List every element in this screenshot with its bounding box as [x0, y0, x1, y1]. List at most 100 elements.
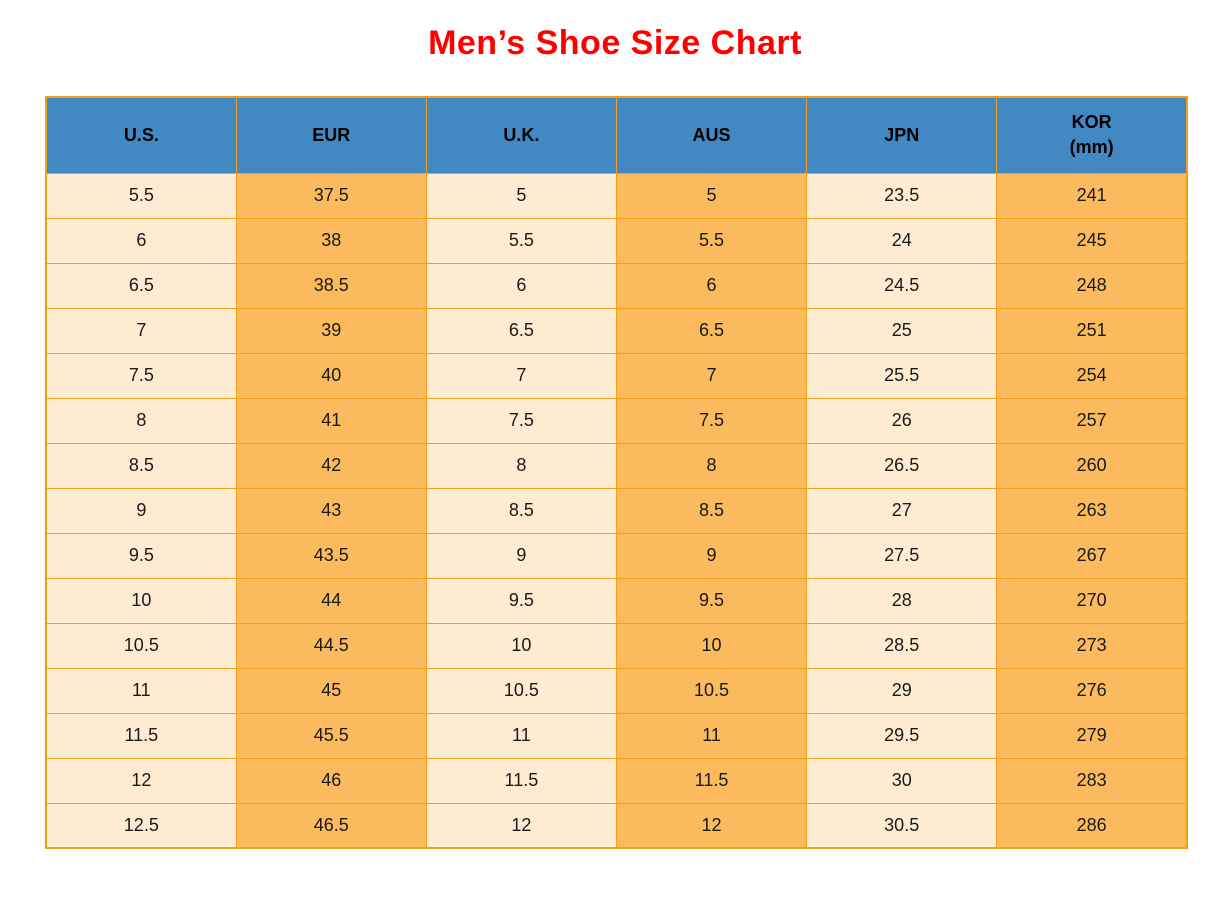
cell: 11: [615, 712, 808, 759]
table-header: U.S. EUR U.K. AUS JPN KOR (mm): [45, 96, 1188, 174]
cell: 44: [235, 577, 427, 624]
cell: 28.5: [806, 622, 998, 669]
cell: 44.5: [235, 622, 427, 669]
cell: 23.5: [806, 172, 998, 219]
cell: 25.5: [806, 352, 998, 399]
cell: 6.5: [615, 307, 808, 354]
cell: 39: [235, 307, 427, 354]
column-header-us: U.S.: [45, 96, 237, 174]
cell: 29: [806, 667, 998, 714]
cell: 8: [615, 442, 808, 489]
cell: 7.5: [425, 397, 617, 444]
cell: 43: [235, 487, 427, 534]
cell: 26.5: [806, 442, 998, 489]
cell: 9.5: [425, 577, 617, 624]
cell: 263: [996, 487, 1188, 534]
cell: 11: [425, 712, 617, 759]
cell: 9: [615, 532, 808, 579]
shoe-size-table: U.S. EUR U.K. AUS JPN KOR (mm) 5.5 37.5 5 5 23.5 24…: [45, 96, 1188, 849]
cell: 12: [425, 802, 617, 849]
cell: 254: [996, 352, 1188, 399]
cell: 267: [996, 532, 1188, 579]
cell: 241: [996, 172, 1188, 219]
cell: 10: [615, 622, 808, 669]
table-row: 7.5 40 7 7 25.5 254: [45, 352, 1188, 399]
column-header-sublabel: (mm): [1069, 137, 1114, 158]
cell: 43.5: [235, 532, 427, 579]
column-header-label: AUS: [692, 124, 731, 145]
cell: 38: [235, 217, 427, 264]
table-body: 5.5 37.5 5 5 23.5 241 6 38 5.5 5.5 24 245 6.5 38.5 6 6 2…: [45, 172, 1188, 849]
table-row: 10 44 9.5 9.5 28 270: [45, 577, 1188, 624]
cell: 30.5: [806, 802, 998, 849]
table-row: 6.5 38.5 6 6 24.5 248: [45, 262, 1188, 309]
cell: 8: [425, 442, 617, 489]
cell: 5: [615, 172, 808, 219]
page-title: Men’s Shoe Size Chart: [428, 24, 802, 62]
table-row: 9 43 8.5 8.5 27 263: [45, 487, 1188, 534]
cell: 5: [425, 172, 617, 219]
cell: 37.5: [235, 172, 427, 219]
cell: 7: [45, 307, 237, 354]
cell: 6.5: [45, 262, 237, 309]
cell: 6.5: [425, 307, 617, 354]
cell: 276: [996, 667, 1188, 714]
cell: 8.5: [45, 442, 237, 489]
cell: 10.5: [615, 667, 808, 714]
table-row: 8.5 42 8 8 26.5 260: [45, 442, 1188, 489]
cell: 9.5: [45, 532, 237, 579]
cell: 46: [235, 757, 427, 804]
cell: 7.5: [45, 352, 237, 399]
cell: 9: [425, 532, 617, 579]
cell: 11: [45, 667, 237, 714]
cell: 11.5: [425, 757, 617, 804]
table-row: 12.5 46.5 12 12 30.5 286: [45, 802, 1188, 849]
cell: 12: [45, 757, 237, 804]
cell: 30: [806, 757, 998, 804]
cell: 257: [996, 397, 1188, 444]
cell: 11.5: [45, 712, 237, 759]
cell: 7: [615, 352, 808, 399]
column-header-aus: AUS: [615, 96, 808, 174]
cell: 5.5: [425, 217, 617, 264]
column-header-uk: U.K.: [425, 96, 617, 174]
cell: 28: [806, 577, 998, 624]
table-row: 5.5 37.5 5 5 23.5 241: [45, 172, 1188, 219]
cell: 10: [425, 622, 617, 669]
cell: 27.5: [806, 532, 998, 579]
table-row: 11 45 10.5 10.5 29 276: [45, 667, 1188, 714]
cell: 9.5: [615, 577, 808, 624]
cell: 8.5: [615, 487, 808, 534]
cell: 5.5: [45, 172, 237, 219]
cell: 10.5: [45, 622, 237, 669]
cell: 286: [996, 802, 1188, 849]
cell: 9: [45, 487, 237, 534]
cell: 270: [996, 577, 1188, 624]
column-header-eur: EUR: [235, 96, 427, 174]
cell: 245: [996, 217, 1188, 264]
cell: 8.5: [425, 487, 617, 534]
cell: 283: [996, 757, 1188, 804]
cell: 27: [806, 487, 998, 534]
cell: 41: [235, 397, 427, 444]
cell: 38.5: [235, 262, 427, 309]
column-header-jpn: JPN: [806, 96, 998, 174]
table-row: 6 38 5.5 5.5 24 245: [45, 217, 1188, 264]
cell: 279: [996, 712, 1188, 759]
cell: 8: [45, 397, 237, 444]
cell: 10.5: [425, 667, 617, 714]
cell: 6: [45, 217, 237, 264]
cell: 251: [996, 307, 1188, 354]
table-row: 10.5 44.5 10 10 28.5 273: [45, 622, 1188, 669]
cell: 42: [235, 442, 427, 489]
cell: 45.5: [235, 712, 427, 759]
cell: 46.5: [235, 802, 427, 849]
cell: 260: [996, 442, 1188, 489]
table-row: 7 39 6.5 6.5 25 251: [45, 307, 1188, 354]
table-row: 11.5 45.5 11 11 29.5 279: [45, 712, 1188, 759]
cell: 26: [806, 397, 998, 444]
column-header-kor: KOR (mm): [996, 96, 1188, 174]
column-header-label: JPN: [884, 124, 920, 145]
cell: 7: [425, 352, 617, 399]
